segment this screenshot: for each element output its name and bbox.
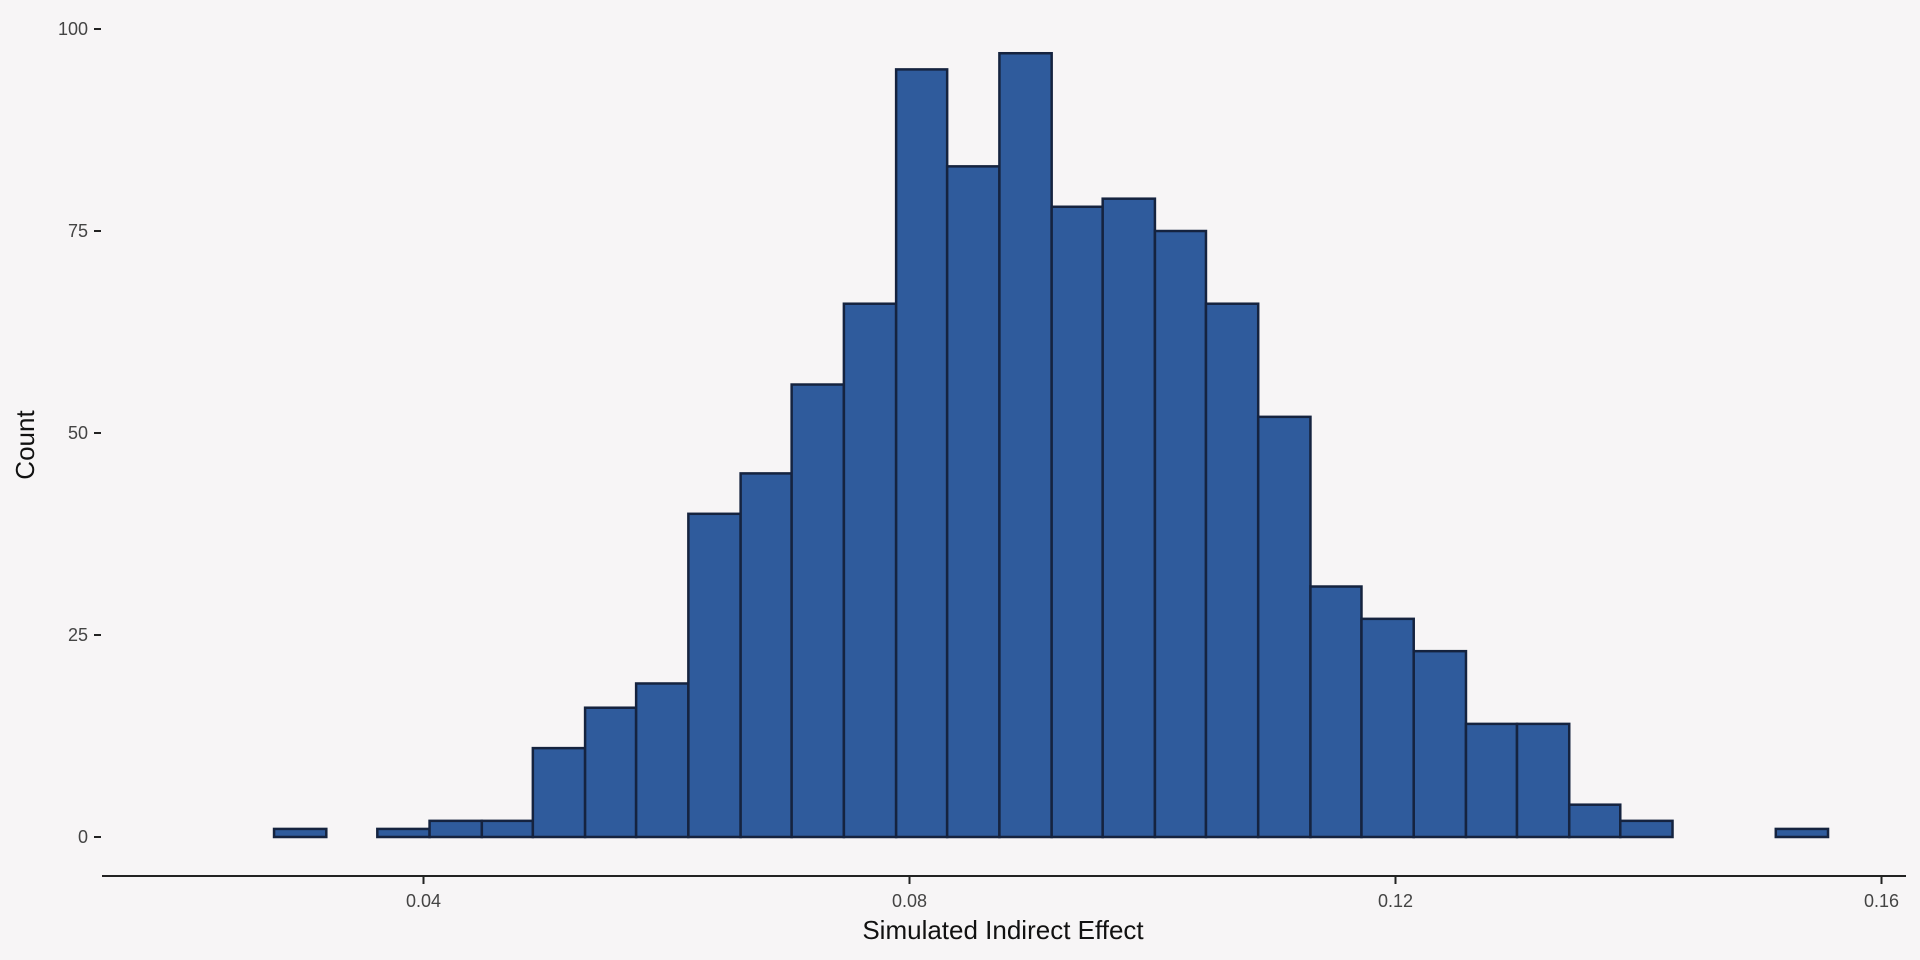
histogram-bar-10 (790, 383, 846, 839)
y-tick-label-1: 25 (68, 625, 88, 645)
histogram-bar-11 (842, 302, 898, 839)
histogram-bar-3 (428, 819, 484, 839)
histogram-bar-23 (1464, 722, 1519, 839)
histogram-bar-24 (1515, 722, 1571, 839)
histogram-bar-29 (1774, 827, 1830, 839)
histogram-bar-0 (272, 827, 328, 839)
histogram-bar-26 (1619, 819, 1674, 839)
y-axis-title: Count (10, 410, 40, 480)
x-tick-label-0: 0.04 (406, 891, 441, 911)
histogram-bar-6 (583, 706, 638, 839)
histogram-bar-16 (1101, 197, 1157, 839)
histogram-bar-9 (739, 472, 793, 839)
x-tick-label-3: 0.16 (1864, 891, 1899, 911)
histogram-bar-13 (945, 165, 1001, 839)
x-axis-ticks: 0.04 0.08 0.12 0.16 (406, 876, 1899, 911)
histogram-bars (272, 51, 1830, 839)
histogram-bar-14 (998, 51, 1053, 839)
histogram-bar-25 (1567, 803, 1622, 839)
y-axis-ticks: 0 25 50 75 100 (58, 19, 101, 847)
x-tick-label-2: 0.12 (1378, 891, 1413, 911)
histogram-bar-20 (1309, 585, 1363, 839)
histogram-bar-18 (1204, 302, 1260, 839)
histogram-bar-17 (1153, 229, 1208, 839)
histogram-bar-12 (894, 68, 949, 839)
x-axis-title: Simulated Indirect Effect (862, 915, 1144, 945)
y-tick-label-3: 75 (68, 221, 88, 241)
histogram-bar-22 (1412, 649, 1468, 839)
histogram-bar-4 (480, 819, 535, 839)
histogram-bar-5 (531, 746, 587, 839)
y-tick-label-2: 50 (68, 423, 88, 443)
histogram-bar-8 (687, 512, 742, 839)
x-tick-label-1: 0.08 (892, 891, 927, 911)
histogram-bar-2 (376, 827, 431, 839)
histogram-bar-7 (634, 682, 690, 839)
y-tick-label-0: 0 (78, 827, 88, 847)
y-tick-label-4: 100 (58, 19, 88, 39)
histogram-bar-21 (1360, 617, 1415, 839)
histogram-bar-19 (1256, 415, 1312, 839)
histogram-bar-15 (1050, 205, 1104, 839)
